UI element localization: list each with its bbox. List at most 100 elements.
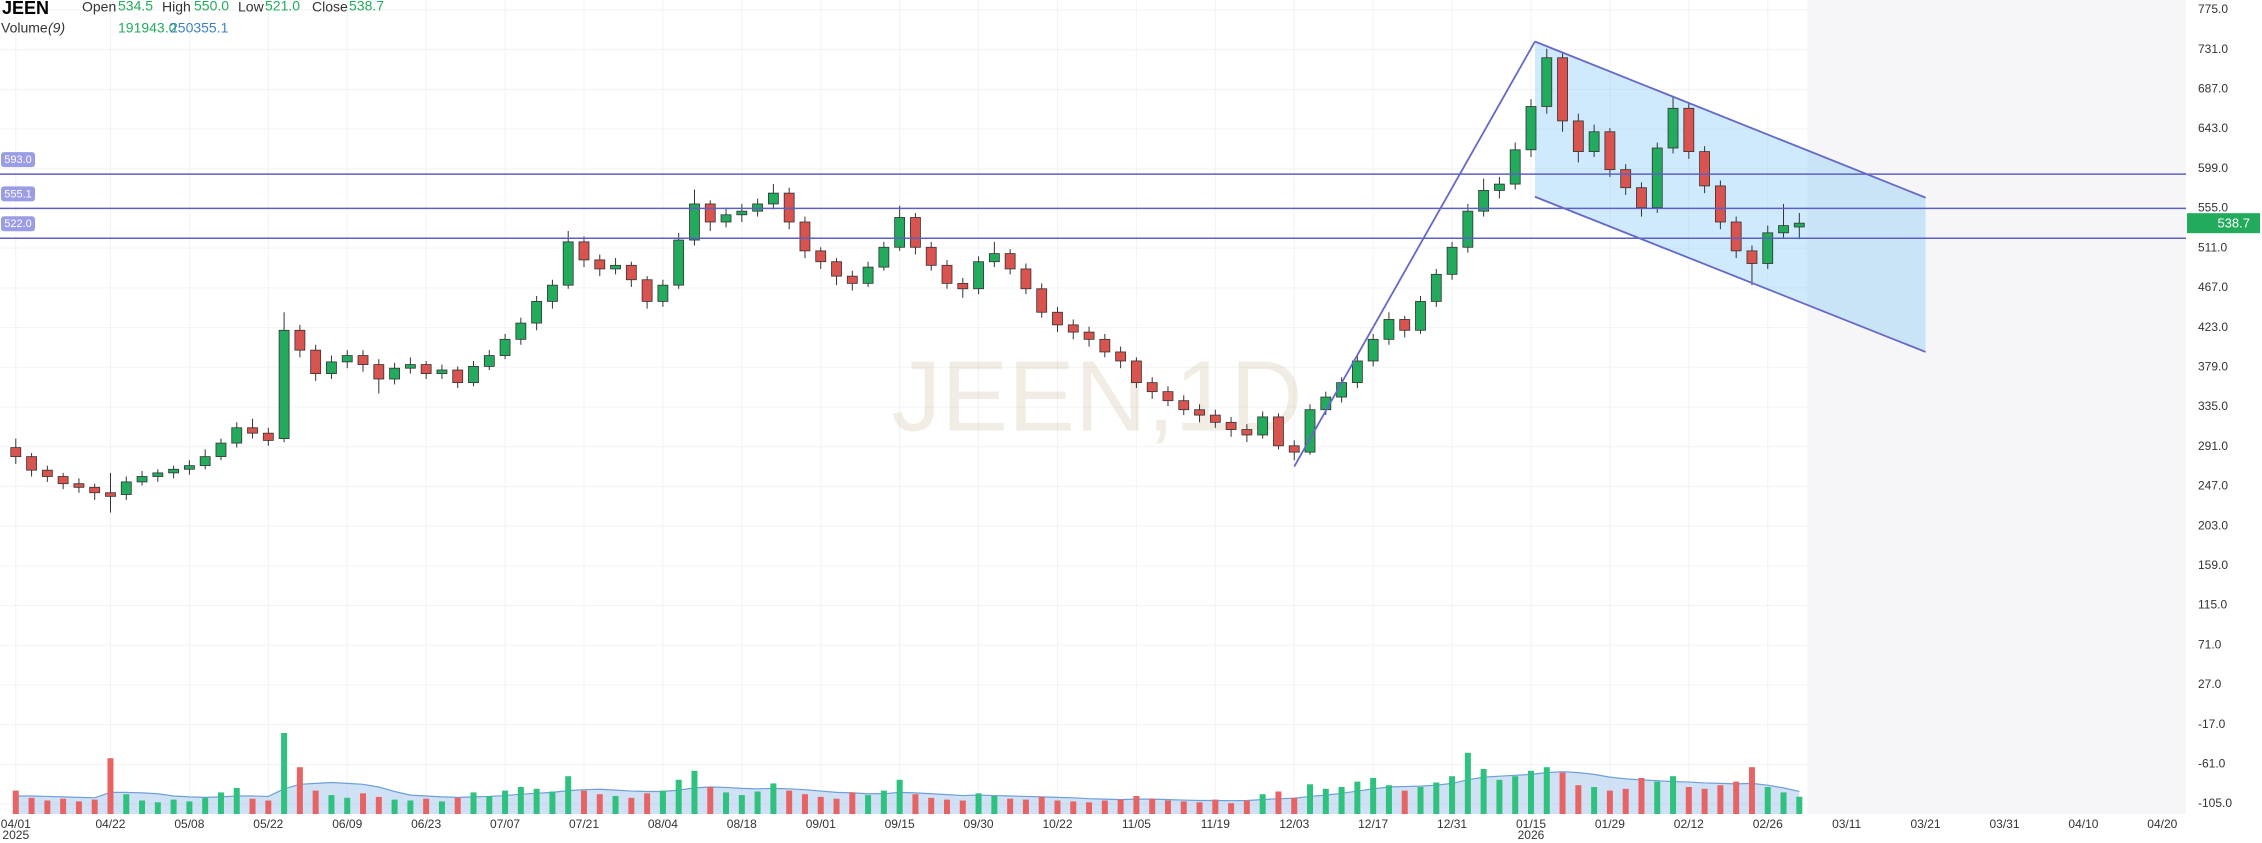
y-tick-label: 731.0 xyxy=(2198,42,2228,56)
volume-bar xyxy=(1022,799,1029,814)
volume-bar xyxy=(817,796,824,814)
candle-body xyxy=(26,456,37,471)
horizontal-line-label: 522.0 xyxy=(4,218,32,230)
y-tick-label: 467.0 xyxy=(2198,280,2228,294)
candle-body xyxy=(1083,331,1095,340)
drawings: 593.0 555.1 522.0 xyxy=(0,40,2186,468)
volume-bar xyxy=(217,792,224,814)
symbol: JEEN xyxy=(2,0,49,18)
volume-bar xyxy=(1291,797,1298,814)
volume-legend-length: (9) xyxy=(48,20,65,36)
candle-body xyxy=(1209,414,1221,423)
candle-body xyxy=(1036,288,1048,313)
last-price-label: 538.7 xyxy=(2217,216,2250,231)
volume-bar xyxy=(470,792,477,814)
volume-bar xyxy=(1370,778,1377,814)
volume-bar xyxy=(1685,787,1692,814)
volume-bar xyxy=(912,794,919,814)
candle-body xyxy=(1225,421,1237,430)
volume-bar xyxy=(438,801,445,814)
volume-bar xyxy=(1464,752,1471,814)
volume-bar xyxy=(360,793,367,814)
candle-body xyxy=(1793,222,1805,228)
candle-body xyxy=(1194,409,1205,416)
candle-body xyxy=(547,284,558,302)
x-tick-label: 04/01 xyxy=(1,817,31,831)
volume-bar xyxy=(944,799,951,814)
candle-body xyxy=(1778,225,1789,234)
quote-label: Open xyxy=(82,0,116,15)
candle-body xyxy=(57,476,69,485)
y-tick-label: 291.0 xyxy=(2198,439,2228,453)
candle-body xyxy=(1146,382,1158,393)
candle-body xyxy=(199,456,211,467)
y-tick-label: 159.0 xyxy=(2198,558,2228,572)
volume-legend-name: Volume xyxy=(1,20,48,36)
x-tick-label: 08/18 xyxy=(727,817,757,831)
candle-body xyxy=(1288,445,1300,453)
x-tick-sublabel: 2025 xyxy=(2,828,29,842)
candle-body xyxy=(357,355,369,365)
candle-body xyxy=(925,246,937,266)
quote-label: Low xyxy=(238,0,265,15)
volume-bar xyxy=(1164,800,1171,814)
candle-body xyxy=(184,465,195,470)
candle-body xyxy=(673,239,685,286)
candle-body xyxy=(1415,301,1426,331)
watermark: JEEN,1D xyxy=(891,340,1302,452)
volume-bar xyxy=(1070,801,1077,814)
volume-bar xyxy=(517,787,524,814)
candle-body xyxy=(515,322,527,340)
candle-body xyxy=(704,203,716,223)
volume-bar xyxy=(644,793,651,814)
volume-bar xyxy=(1101,800,1108,814)
candle-body xyxy=(1651,147,1663,208)
candle-body xyxy=(436,369,448,375)
trend-line xyxy=(1534,40,1926,199)
x-tick-label: 04/10 xyxy=(2068,817,2098,831)
volume-bar xyxy=(596,794,603,814)
volume-bar xyxy=(1622,788,1629,814)
y-tick-label: 247.0 xyxy=(2198,479,2228,493)
volume-bar xyxy=(186,801,193,814)
volume-bar xyxy=(12,790,19,814)
y-tick-label: -17.0 xyxy=(2198,717,2226,731)
volume-bar xyxy=(28,797,35,814)
volume-bar xyxy=(754,791,761,814)
volume-bar xyxy=(580,790,587,814)
background-layer xyxy=(1534,0,2186,814)
volume-bar xyxy=(1038,796,1045,814)
candle-body xyxy=(1020,268,1032,290)
candle-body xyxy=(752,203,764,212)
candle-body xyxy=(625,264,637,281)
y-tick-label: 423.0 xyxy=(2198,320,2228,334)
volume-bar xyxy=(391,799,398,814)
volume-bar xyxy=(1054,800,1061,814)
volume-bar xyxy=(1480,769,1487,814)
volume-bar xyxy=(1180,801,1187,814)
volume-bar xyxy=(1133,796,1140,814)
candle-body xyxy=(1746,250,1758,264)
y-tick-label: 599.0 xyxy=(2198,161,2228,175)
candle-body xyxy=(1273,416,1284,447)
candle-body xyxy=(73,483,85,488)
volume-bar xyxy=(1591,787,1598,814)
horizontal-line-label: 555.1 xyxy=(4,188,32,200)
x-tick-sublabel: 2026 xyxy=(1518,828,1545,842)
candle-body xyxy=(1131,360,1142,384)
candle-body xyxy=(10,447,22,458)
candle-body xyxy=(610,264,621,270)
volume-bar xyxy=(502,790,509,814)
candle-body xyxy=(799,221,811,252)
volume-bar xyxy=(1717,785,1724,814)
volume-bar xyxy=(281,733,288,814)
x-tick-label: 03/11 xyxy=(1832,817,1861,831)
volume-bar xyxy=(1385,785,1392,814)
candle-body xyxy=(231,427,243,444)
volume-bar xyxy=(296,767,303,814)
volume-bar xyxy=(865,795,872,814)
y-tick-label: 203.0 xyxy=(2198,518,2228,532)
y-tick-label: 335.0 xyxy=(2198,399,2228,413)
candle-body xyxy=(136,476,148,483)
y-tick-label: 555.0 xyxy=(2198,201,2228,215)
